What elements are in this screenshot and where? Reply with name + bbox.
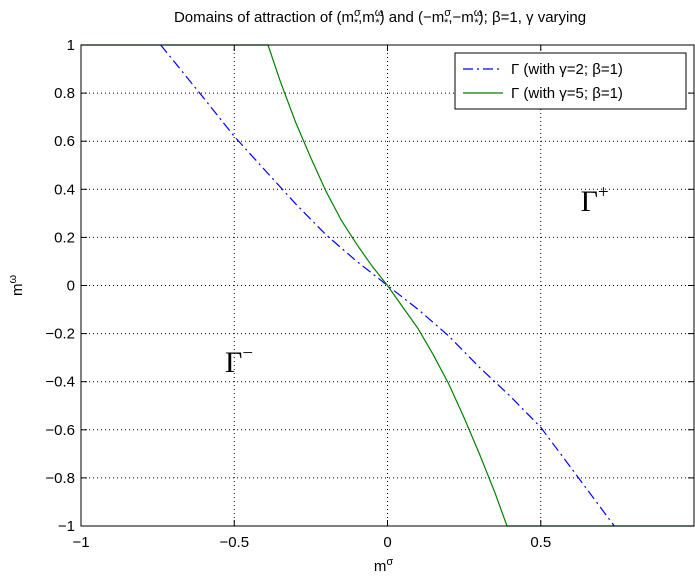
y-tick-label-8: 0.6	[54, 133, 75, 150]
legend-label-gamma5: Γ (with γ=5; β=1)	[511, 85, 623, 102]
y-tick-label-2: −0.6	[45, 422, 75, 439]
axis-ticks: −1 −0.5 0 0.5 −1 −0.8 −0.6 −0.4 −0.2 0 0.2 0.4 0.6 0.…	[45, 37, 694, 551]
x-tick-label-3: 0.5	[530, 534, 551, 551]
y-tick-label-1: −0.8	[45, 470, 75, 487]
legend: Γ (with γ=2; β=1) Γ (with γ=5; β=1)	[454, 52, 687, 110]
y-tick-label-4: −0.2	[45, 326, 75, 343]
y-tick-label-10: 1	[67, 37, 75, 54]
y-tick-label-5: 0	[67, 278, 75, 295]
y-tick-label-3: −0.4	[45, 374, 75, 391]
y-tick-label-6: 0.2	[54, 229, 75, 246]
x-tick-label-0: −1	[72, 534, 89, 551]
x-axis-label: mσ	[374, 556, 394, 575]
region-label-0: Γ+	[581, 182, 609, 218]
y-tick-label-9: 0.8	[54, 85, 75, 102]
chart-title: Domains of attraction of (mσ *,mω *) and (…	[174, 7, 586, 29]
series-line-1	[81, 44, 694, 527]
legend-box	[454, 52, 687, 110]
region-label-1: Γ−	[225, 343, 253, 379]
region-annotations: Γ+ Γ−	[225, 182, 609, 379]
x-tick-label-1: −0.5	[219, 534, 249, 551]
x-tick-label-2: 0	[383, 534, 391, 551]
series-lines	[81, 44, 694, 527]
y-tick-label-0: −1	[58, 518, 75, 535]
y-tick-label-7: 0.4	[54, 181, 75, 198]
legend-label-gamma2: Γ (with γ=2; β=1)	[511, 61, 623, 78]
series-line-0	[160, 44, 615, 527]
y-axis-label: mω	[7, 275, 26, 297]
